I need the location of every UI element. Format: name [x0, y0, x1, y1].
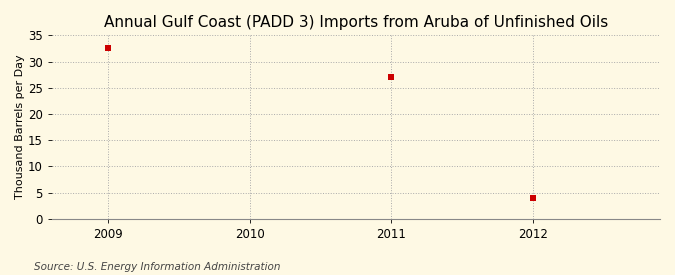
Text: Source: U.S. Energy Information Administration: Source: U.S. Energy Information Administ…: [34, 262, 280, 272]
Point: [527, 196, 538, 200]
Title: Annual Gulf Coast (PADD 3) Imports from Aruba of Unfinished Oils: Annual Gulf Coast (PADD 3) Imports from …: [104, 15, 608, 30]
Point: [386, 75, 397, 79]
Y-axis label: Thousand Barrels per Day: Thousand Barrels per Day: [15, 55, 25, 199]
Point: [103, 46, 113, 51]
